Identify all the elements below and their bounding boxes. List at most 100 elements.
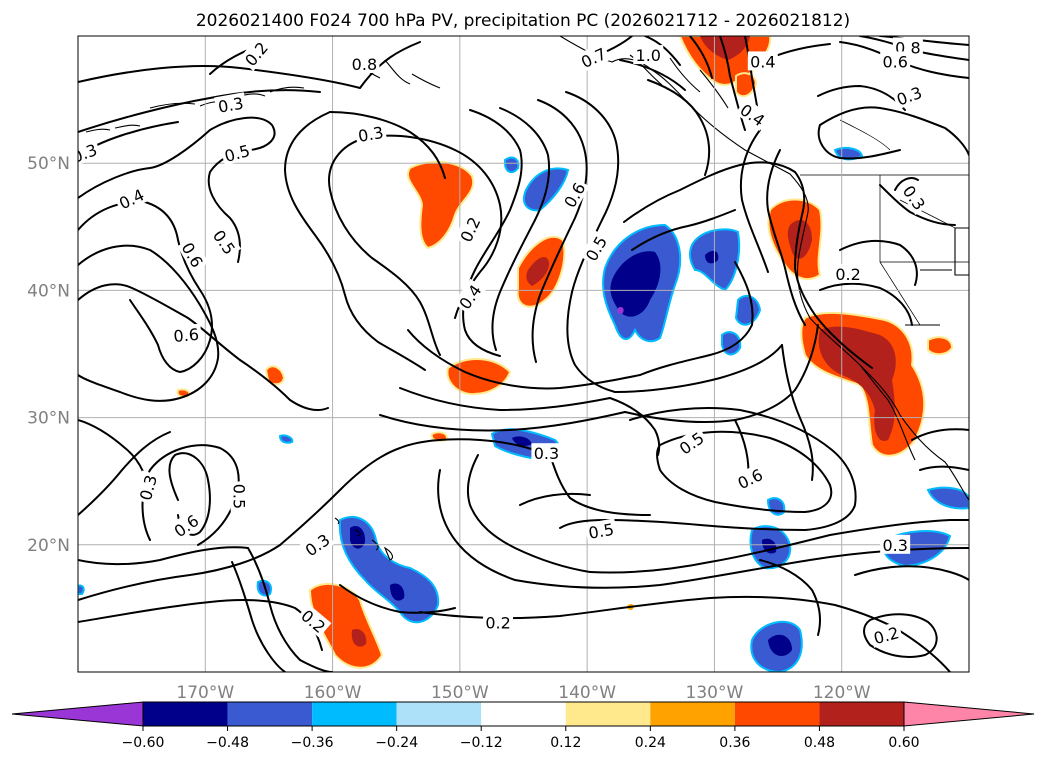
pv-contour — [231, 561, 286, 672]
precip-area — [308, 582, 384, 669]
pv-contour — [329, 111, 446, 179]
pv-contour — [619, 59, 686, 91]
pv-contour — [863, 613, 938, 658]
contour-label-halo — [735, 98, 771, 131]
pv-contour — [437, 469, 516, 581]
map-frame — [77, 35, 970, 673]
contour-label: 0.6 — [880, 51, 911, 71]
coastline — [905, 227, 969, 326]
contour-label-halo — [579, 230, 612, 266]
precipitation-shading — [78, 36, 969, 672]
precip-area — [503, 156, 520, 174]
contour-label: 1.0 — [633, 45, 664, 65]
contour-label-text: 0.5 — [587, 520, 615, 543]
pv-contour — [78, 283, 241, 361]
contour-label-halo — [296, 603, 332, 638]
pv-contour — [379, 411, 626, 432]
colorbar-outline — [142, 701, 905, 727]
pv-contour — [647, 79, 711, 176]
contour-label-halo — [732, 463, 768, 494]
contour-label-text: 0.3 — [217, 94, 245, 117]
contour-label-halo — [558, 177, 590, 213]
colorbar-segment — [819, 702, 904, 726]
latitude-tick-labels: 20°N 30°N 40°N 50°N — [27, 154, 70, 556]
contour-label-halo — [168, 508, 204, 542]
colorbar-segment — [565, 702, 651, 726]
colorbar-tick-label: −0.36 — [291, 735, 334, 751]
precip-area — [818, 326, 896, 441]
pv-contour — [759, 559, 821, 636]
pv-contour — [794, 324, 819, 391]
state-borders — [800, 119, 969, 326]
contour-label-halo — [633, 45, 664, 65]
pv-contour — [78, 431, 171, 516]
contour-label: 0.4 — [747, 51, 778, 71]
contour-label-halo — [230, 481, 250, 512]
precip-area — [526, 256, 550, 286]
pv-contour — [894, 177, 919, 191]
colorbar-segment — [734, 702, 820, 726]
colorbar-tick-label: −0.60 — [122, 735, 165, 751]
precip-area — [78, 584, 85, 595]
contour-label: 0.3 — [880, 534, 911, 555]
pv-contour — [819, 106, 969, 156]
contour-label-halo — [113, 183, 149, 214]
pv-contour — [854, 565, 969, 581]
precip-area — [407, 160, 475, 250]
contour-label-text: 0.2 — [835, 265, 860, 284]
pv-contour — [462, 109, 523, 357]
border-line — [800, 119, 969, 326]
precip-area — [787, 220, 812, 259]
contour-label-halo — [177, 236, 209, 273]
contour-label-halo — [575, 42, 611, 73]
contour-label-text: 0.3 — [534, 444, 559, 463]
contour-label-text: 0.5 — [230, 484, 249, 509]
precip-area — [350, 525, 366, 549]
pv-contour — [339, 584, 456, 614]
colorbar-tick-label: 0.24 — [635, 735, 666, 751]
pv-contour — [919, 465, 969, 471]
precip-area — [926, 486, 969, 510]
colorbar-tick-label: 0.12 — [550, 735, 581, 751]
colorbar-tick-label: −0.24 — [375, 735, 418, 751]
precip-area — [700, 36, 750, 60]
contour-label-halo — [134, 470, 161, 505]
pv-contour — [559, 519, 806, 531]
pv-contour — [566, 291, 616, 393]
colorbar-tick-label: 0.36 — [719, 735, 750, 751]
pv-contour — [766, 149, 806, 326]
pv-contour — [614, 344, 783, 393]
pv-contour — [819, 282, 913, 326]
contour-label-text: 0.3 — [357, 123, 385, 146]
pv-contour — [739, 161, 806, 216]
contour-label-text: 0.6 — [173, 325, 200, 346]
coastline — [85, 124, 141, 133]
precip-area — [705, 250, 719, 264]
contour-label-halo — [220, 139, 254, 166]
pv-contour — [609, 397, 661, 456]
contour-label-halo — [170, 323, 202, 346]
pv-contour — [329, 189, 441, 356]
lat-tick-label: 40°N — [27, 281, 70, 301]
pv-contour — [639, 261, 754, 376]
pv-contour — [644, 36, 681, 66]
contour-label: 0.6 — [170, 323, 202, 346]
contour-label-halo — [78, 138, 102, 167]
contour-label: 0.2 — [483, 612, 514, 632]
contour-label-halo — [454, 211, 485, 247]
lon-tick-label: 150°W — [431, 683, 489, 703]
colorbar-segment — [396, 702, 482, 726]
coastline — [334, 517, 394, 561]
pv-contour — [78, 167, 151, 199]
longitude-tick-labels: 170°W 160°W 150°W 140°W 130°W 120°W — [176, 683, 870, 703]
contour-label-halo — [214, 92, 248, 117]
contour-label: 0.3 — [531, 443, 562, 463]
pv-contour — [78, 544, 281, 601]
colorbar: −0.60 −0.48 −0.36 −0.24 −0.12 0.12 0.24 0.36 0.4… — [11, 701, 1035, 751]
colorbar-segment — [481, 702, 566, 726]
pv-contour — [78, 546, 249, 566]
precip-area — [390, 583, 405, 601]
contour-label-halo — [531, 443, 562, 463]
precip-area — [927, 336, 954, 356]
